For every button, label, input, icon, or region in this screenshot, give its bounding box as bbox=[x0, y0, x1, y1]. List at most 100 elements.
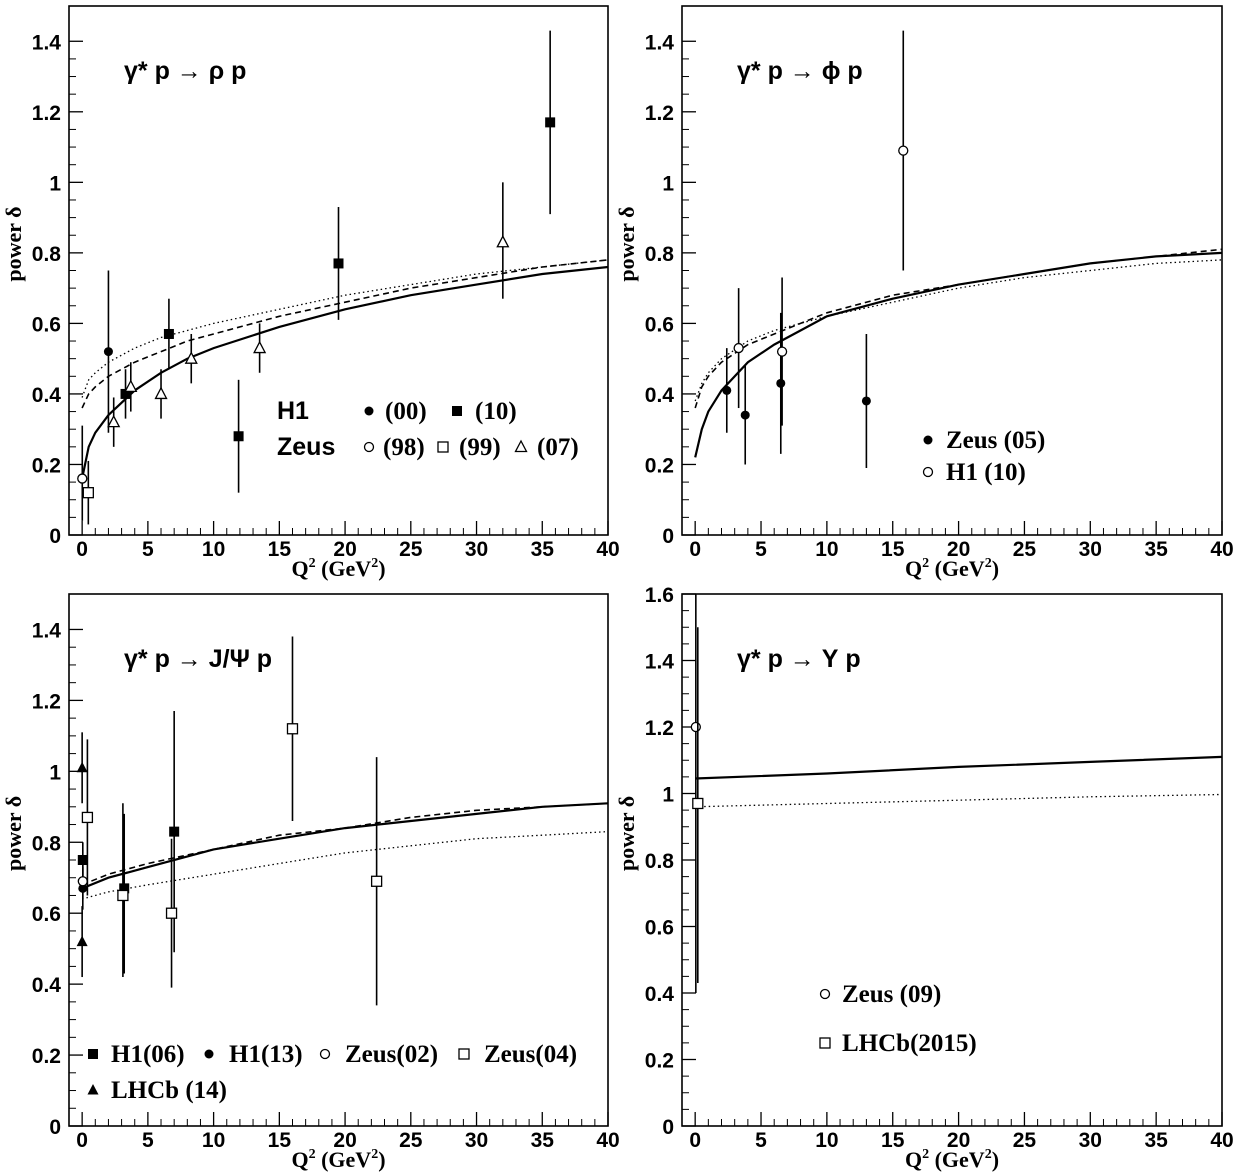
y-tick-label: 1 bbox=[49, 172, 61, 195]
y-tick-label: 0.8 bbox=[32, 243, 62, 266]
legend-entry-label: (00) bbox=[385, 398, 427, 425]
y-tick-label: 1 bbox=[662, 172, 674, 195]
model-curve-solid bbox=[81, 802, 609, 890]
legend-marker bbox=[437, 441, 449, 453]
model-curve-solid bbox=[695, 755, 1223, 780]
legend-marker bbox=[452, 406, 462, 416]
model-curve-solid bbox=[81, 265, 609, 479]
y-tick-label: 0.6 bbox=[32, 313, 61, 336]
legend-marker bbox=[819, 988, 831, 1000]
legend-entry-label: H1 (10) bbox=[946, 459, 1026, 486]
y-tick-label: 0.2 bbox=[32, 454, 61, 477]
x-tick-label: 0 bbox=[689, 1129, 701, 1152]
data-point bbox=[77, 473, 88, 484]
x-tick-label: 35 bbox=[1144, 538, 1168, 561]
x-tick-label: 15 bbox=[881, 1129, 905, 1152]
legend-entry-label: (98) bbox=[383, 434, 425, 461]
chart-panel-4: 0 5 10 15 20 25 30 35 40 0 0.2 0.4 0.6 0.8 1 1.2 1.4 1.6 Q… bbox=[614, 584, 1234, 1172]
y-tick-label: 0 bbox=[49, 1116, 61, 1139]
y-axis-label: power δ bbox=[614, 206, 639, 281]
data-point bbox=[690, 721, 701, 733]
plot-frame bbox=[681, 5, 1223, 536]
data-point bbox=[77, 876, 88, 887]
data-point bbox=[163, 328, 174, 339]
legend-entry-label: Zeus(02) bbox=[345, 1041, 438, 1068]
data-point bbox=[253, 340, 267, 354]
x-tick-label: 5 bbox=[755, 538, 767, 561]
x-tick-label: 40 bbox=[1210, 538, 1233, 561]
x-tick-label: 0 bbox=[76, 538, 88, 561]
legend-group-label: H1 bbox=[277, 397, 309, 425]
y-tick-label: 0 bbox=[49, 525, 61, 548]
legend: H1 (00) (10) Zeus (98) (99) (07) bbox=[277, 397, 579, 461]
legend-marker bbox=[204, 1049, 214, 1059]
data-point bbox=[165, 907, 178, 919]
chart-panel-1: 0 5 10 15 20 25 30 35 40 0 0.2 0.4 0.6 0.8 1 1.2 1.4 Q2 (… bbox=[1, 5, 620, 581]
x-tick-label: 0 bbox=[76, 1129, 88, 1152]
legend-entry-label: Zeus(04) bbox=[484, 1041, 577, 1068]
y-tick-label: 1.2 bbox=[32, 102, 61, 125]
data-point bbox=[545, 117, 556, 128]
data-point bbox=[81, 811, 94, 824]
y-axis-label: power δ bbox=[1, 796, 26, 871]
x-tick-label: 30 bbox=[465, 1129, 488, 1152]
data-point bbox=[233, 431, 244, 442]
y-tick-label: 0.6 bbox=[645, 313, 674, 336]
data-point bbox=[722, 385, 732, 395]
data-point bbox=[103, 347, 113, 357]
x-tick-label: 25 bbox=[1013, 1129, 1037, 1152]
legend-marker bbox=[922, 466, 934, 478]
legend-entry-label: Zeus (09) bbox=[842, 981, 941, 1008]
data-point bbox=[496, 234, 510, 248]
data-point bbox=[82, 487, 94, 499]
data-point bbox=[120, 388, 131, 399]
model-curve-dashed bbox=[81, 259, 609, 409]
legend-marker bbox=[458, 1048, 470, 1060]
x-tick-label: 20 bbox=[333, 1129, 356, 1152]
legend-marker bbox=[819, 1037, 831, 1049]
model-curve-solid bbox=[694, 251, 1223, 458]
y-tick-label: 0.4 bbox=[32, 384, 62, 407]
data-point bbox=[776, 346, 788, 357]
x-tick-label: 0 bbox=[689, 538, 701, 561]
y-tick-label: 0.8 bbox=[645, 243, 675, 266]
y-tick-label: 1 bbox=[49, 761, 61, 784]
x-tick-label: 30 bbox=[1079, 538, 1102, 561]
legend-entry-label: Zeus (05) bbox=[946, 427, 1045, 454]
data-point bbox=[77, 855, 88, 865]
x-axis-label: Q2 (GeV2) bbox=[291, 556, 385, 581]
data-point bbox=[184, 351, 198, 364]
x-tick-label: 40 bbox=[596, 538, 619, 561]
reaction-label: γ* p → ϕ p bbox=[737, 57, 863, 85]
legend-group-label: Zeus bbox=[277, 433, 335, 461]
data-point bbox=[117, 889, 129, 902]
data-point bbox=[124, 379, 138, 393]
x-axis-label: Q2 (GeV2) bbox=[905, 556, 999, 581]
legend-marker bbox=[514, 439, 528, 453]
x-tick-label: 35 bbox=[531, 538, 555, 561]
legend-entry-label: H1(06) bbox=[111, 1041, 185, 1068]
y-axis-label: power δ bbox=[1, 206, 26, 281]
model-curve-dotted bbox=[81, 830, 609, 900]
legend-entry-label: LHCb(2015) bbox=[842, 1030, 977, 1057]
data-point bbox=[692, 797, 704, 810]
x-axis-label: Q2 (GeV2) bbox=[291, 1147, 385, 1172]
x-tick-label: 20 bbox=[947, 1129, 970, 1152]
legend-marker bbox=[363, 441, 375, 453]
data-point bbox=[76, 761, 88, 773]
legend: Zeus (09) LHCb(2015) bbox=[819, 981, 977, 1057]
x-tick-label: 20 bbox=[333, 538, 356, 561]
y-tick-label: 0.6 bbox=[645, 917, 674, 940]
data-point bbox=[776, 378, 786, 388]
x-tick-label: 35 bbox=[531, 1129, 555, 1152]
data-point bbox=[861, 396, 871, 406]
data-point bbox=[370, 875, 383, 887]
x-tick-label: 15 bbox=[268, 538, 292, 561]
data-point bbox=[76, 935, 88, 947]
legend-marker bbox=[88, 1049, 98, 1059]
data-point bbox=[333, 258, 344, 269]
legend-marker bbox=[364, 406, 374, 416]
legend-entry-label: (10) bbox=[475, 398, 517, 425]
y-tick-label: 0 bbox=[662, 1116, 674, 1139]
x-tick-label: 10 bbox=[815, 538, 838, 561]
